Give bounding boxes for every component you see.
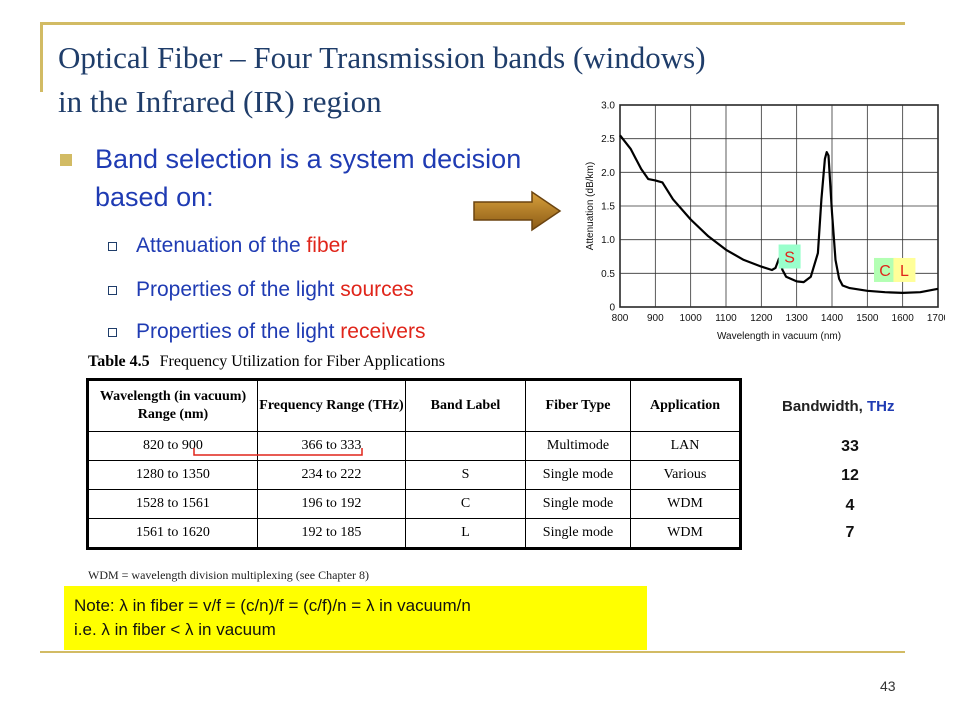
frame-top-line <box>40 22 905 25</box>
table-cell: C <box>405 489 526 519</box>
x-axis-label: Wavelength in vacuum (nm) <box>717 331 841 342</box>
sub-bullet-prefix: Properties of the light <box>136 278 341 301</box>
band-label-text: L <box>900 263 909 280</box>
slide-title: Optical Fiber – Four Transmission bands … <box>58 36 918 124</box>
bandwidth-unit: THz <box>867 398 895 415</box>
note-box: Note: λ in fiber = v/f = (c/n)/f = (c/f)… <box>64 586 647 650</box>
table-header-row: Wavelength (in vacuum) Range (nm) Freque… <box>87 379 741 432</box>
table-caption-text: Frequency Utilization for Fiber Applicat… <box>159 353 445 370</box>
x-tick-label: 1200 <box>750 313 773 324</box>
sub-bullet-highlight: receivers <box>340 320 426 343</box>
frequency-utilization-table: Wavelength (in vacuum) Range (nm) Freque… <box>86 378 742 550</box>
table-cell: Single mode <box>525 518 631 549</box>
table-cell: 192 to 185 <box>257 518 406 549</box>
header-frequency: Frequency Range (THz) <box>257 379 406 432</box>
sub-bullet-highlight: sources <box>340 278 414 301</box>
sub-bullet-highlight: fiber <box>306 234 348 257</box>
y-tick-label: 3.0 <box>601 101 615 112</box>
table-cell: L <box>405 518 526 549</box>
sub-bullet-attenuation: Attenuation of the fiber <box>108 232 347 260</box>
y-tick-label: 2.5 <box>601 134 615 145</box>
y-tick-label: 0.5 <box>601 269 615 280</box>
bandwidth-value: 33 <box>841 438 859 455</box>
y-tick-label: 0 <box>609 303 615 314</box>
header-application: Application <box>630 379 741 432</box>
sub-bullet-square-icon <box>108 286 117 295</box>
table-footnote: WDM = wavelength division multiplexing (… <box>88 568 370 582</box>
table-row: 820 to 900 366 to 333 Multimode LAN <box>87 431 741 461</box>
frame-left-line <box>40 22 43 92</box>
header-band-label: Band Label <box>405 379 526 432</box>
main-bullet-text: Band selection is a system decision base… <box>95 144 522 212</box>
x-tick-label: 1100 <box>715 313 737 324</box>
y-tick-label: 1.5 <box>601 202 615 213</box>
bandwidth-value: 7 <box>845 524 855 541</box>
table-cell: 1561 to 1620 <box>87 518 258 549</box>
x-tick-label: 1300 <box>786 313 809 324</box>
band-label-text: S <box>784 250 795 267</box>
header-wavelength: Wavelength (in vacuum) Range (nm) <box>87 379 258 432</box>
bandwidth-value: 4 <box>845 497 855 514</box>
page-number: 43 <box>880 678 896 694</box>
bandwidth-value: 12 <box>841 467 859 484</box>
y-axis-label: Attenuation (dB/km) <box>585 162 596 250</box>
table-caption-number: Table 4.5 <box>88 353 150 370</box>
table-cell: 1528 to 1561 <box>87 489 258 519</box>
main-bullet: Band selection is a system decision base… <box>60 140 530 216</box>
band-label-box <box>778 244 801 269</box>
band-label-box <box>893 257 916 282</box>
sub-bullet-prefix: Attenuation of the <box>136 234 307 257</box>
x-tick-label: 900 <box>647 313 664 324</box>
sub-bullet-square-icon <box>108 328 117 337</box>
bandwidth-label: Bandwidth, <box>782 398 867 415</box>
x-tick-label: 1000 <box>680 313 703 324</box>
table-cell: 196 to 192 <box>257 489 406 519</box>
title-line-1: Optical Fiber – Four Transmission bands … <box>58 40 706 75</box>
attenuation-curve <box>619 134 939 294</box>
table-cell: WDM <box>630 518 741 549</box>
sub-bullet-receivers: Properties of the light receivers <box>108 318 425 346</box>
frame-bottom-line <box>40 651 905 653</box>
table-cell: Single mode <box>525 489 631 519</box>
right-arrow-icon <box>473 190 562 232</box>
header-fiber-type: Fiber Type <box>525 379 631 432</box>
bullet-square-icon <box>60 154 72 166</box>
sub-bullet-sources: Properties of the light sources <box>108 276 414 304</box>
title-line-2: in the Infrared (IR) region <box>58 84 382 119</box>
band-label-text: C <box>879 263 891 280</box>
bandwidth-header: Bandwidth, THz <box>782 398 895 415</box>
x-tick-label: 800 <box>612 313 629 324</box>
band-label-box <box>874 257 896 282</box>
x-tick-label: 1400 <box>821 313 844 324</box>
y-tick-label: 1.0 <box>601 235 615 246</box>
note-line-2: i.e. λ in fiber < λ in vacuum <box>74 620 276 639</box>
note-line-1: Note: λ in fiber = v/f = (c/n)/f = (c/f)… <box>74 596 471 615</box>
sub-bullet-prefix: Properties of the light <box>136 320 341 343</box>
table-row: 1528 to 1561 196 to 192 C Single mode WD… <box>87 489 741 519</box>
table-cell <box>405 431 526 461</box>
x-tick-label: 1600 <box>892 313 915 324</box>
y-tick-label: 2.0 <box>601 168 615 179</box>
sub-bullet-square-icon <box>108 242 117 251</box>
table-row: 1561 to 1620 192 to 185 L Single mode WD… <box>87 518 741 549</box>
table-caption: Table 4.5 Frequency Utilization for Fiber… <box>88 353 445 371</box>
x-tick-label: 1500 <box>856 313 879 324</box>
